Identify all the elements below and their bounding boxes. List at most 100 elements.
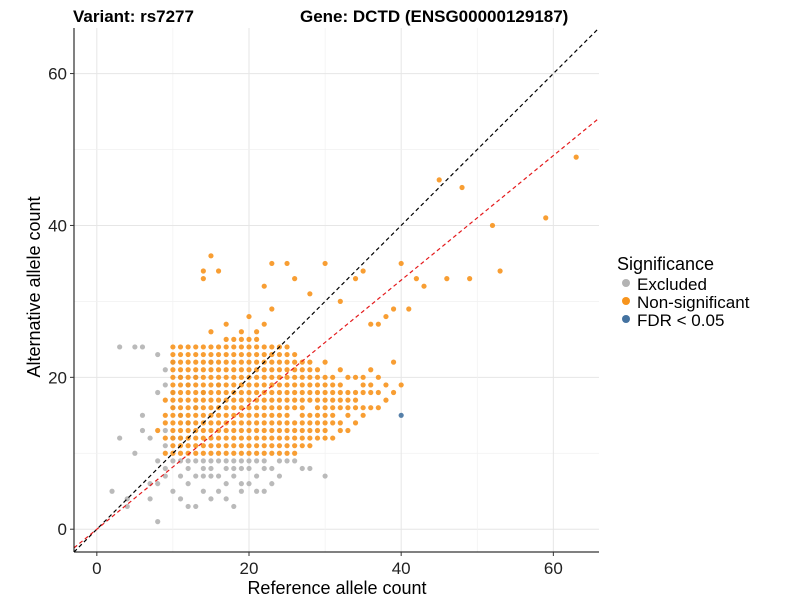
point-non-significant	[269, 389, 275, 396]
point-non-significant	[162, 450, 168, 456]
point-non-significant	[292, 420, 298, 426]
point-non-significant	[261, 405, 267, 411]
point-excluded	[246, 458, 252, 464]
point-non-significant	[299, 435, 305, 441]
point-excluded	[162, 465, 168, 472]
point-non-significant	[254, 344, 260, 350]
point-non-significant	[193, 389, 199, 396]
point-non-significant	[155, 427, 161, 434]
legend-label: Excluded	[637, 275, 707, 294]
point-non-significant	[261, 427, 267, 434]
point-excluded	[261, 465, 267, 472]
point-excluded	[246, 481, 252, 487]
point-non-significant	[292, 443, 298, 449]
point-non-significant	[223, 351, 229, 358]
point-non-significant	[314, 412, 321, 418]
point-non-significant	[215, 435, 222, 441]
point-non-significant	[383, 313, 389, 320]
point-non-significant	[170, 412, 176, 418]
point-excluded	[124, 503, 130, 510]
point-non-significant	[238, 351, 244, 358]
point-non-significant	[246, 351, 252, 358]
point-non-significant	[254, 359, 260, 365]
point-non-significant	[314, 405, 321, 411]
point-non-significant	[322, 260, 328, 267]
point-non-significant	[269, 374, 275, 380]
point-non-significant	[254, 329, 260, 335]
point-non-significant	[254, 405, 260, 411]
point-non-significant	[276, 443, 283, 449]
point-non-significant	[231, 450, 237, 456]
point-non-significant	[162, 412, 168, 418]
point-non-significant	[215, 427, 222, 434]
point-non-significant	[215, 389, 222, 396]
point-non-significant	[170, 374, 176, 380]
point-non-significant	[200, 344, 206, 350]
point-non-significant	[337, 397, 343, 403]
point-non-significant	[215, 359, 222, 365]
point-non-significant	[231, 359, 237, 365]
point-non-significant	[185, 351, 191, 358]
point-non-significant	[170, 420, 176, 426]
point-non-significant	[284, 382, 290, 388]
point-excluded	[238, 481, 244, 487]
point-non-significant	[254, 351, 260, 358]
point-non-significant	[276, 374, 283, 380]
point-non-significant	[292, 367, 298, 373]
point-non-significant	[269, 450, 275, 456]
point-non-significant	[208, 389, 214, 396]
point-non-significant	[299, 382, 305, 388]
point-non-significant	[261, 351, 267, 358]
point-non-significant	[322, 420, 328, 426]
point-non-significant	[177, 427, 184, 434]
point-non-significant	[330, 412, 336, 418]
point-non-significant	[390, 306, 397, 312]
legend-label: Non-significant	[637, 293, 750, 312]
point-non-significant	[276, 382, 283, 388]
point-non-significant	[299, 443, 305, 449]
point-non-significant	[223, 405, 229, 411]
point-non-significant	[238, 374, 244, 380]
grid-lines	[74, 28, 599, 552]
point-non-significant	[231, 374, 237, 380]
x-tick-label: 20	[240, 559, 259, 578]
point-excluded	[162, 427, 168, 434]
point-non-significant	[307, 389, 313, 396]
point-non-significant	[208, 405, 214, 411]
point-non-significant	[185, 450, 191, 456]
point-non-significant	[238, 329, 244, 335]
point-excluded	[223, 481, 229, 487]
legend-label: FDR < 0.05	[637, 311, 724, 330]
point-excluded	[223, 458, 229, 464]
point-non-significant	[231, 397, 237, 403]
point-non-significant	[352, 374, 359, 380]
point-non-significant	[208, 359, 214, 365]
point-non-significant	[193, 450, 199, 456]
point-non-significant	[284, 367, 290, 373]
point-non-significant	[337, 389, 343, 396]
point-non-significant	[246, 443, 252, 449]
point-non-significant	[292, 450, 298, 456]
reference-line	[73, 117, 600, 549]
point-non-significant	[330, 374, 336, 380]
point-non-significant	[345, 397, 351, 403]
point-excluded	[193, 503, 199, 510]
point-non-significant	[307, 397, 313, 403]
point-non-significant	[185, 405, 191, 411]
point-non-significant	[200, 359, 206, 365]
point-non-significant	[337, 405, 343, 411]
point-non-significant	[238, 412, 244, 418]
point-excluded	[322, 473, 328, 479]
point-non-significant	[360, 374, 366, 380]
point-excluded	[170, 488, 176, 494]
legend-swatch	[622, 315, 630, 323]
point-non-significant	[208, 450, 214, 456]
point-non-significant	[398, 260, 404, 267]
point-non-significant	[307, 291, 313, 297]
x-tick-label: 60	[544, 559, 563, 578]
point-non-significant	[215, 397, 222, 403]
point-non-significant	[185, 443, 191, 449]
point-non-significant	[208, 420, 214, 426]
point-non-significant	[284, 435, 290, 441]
point-non-significant	[307, 374, 313, 380]
